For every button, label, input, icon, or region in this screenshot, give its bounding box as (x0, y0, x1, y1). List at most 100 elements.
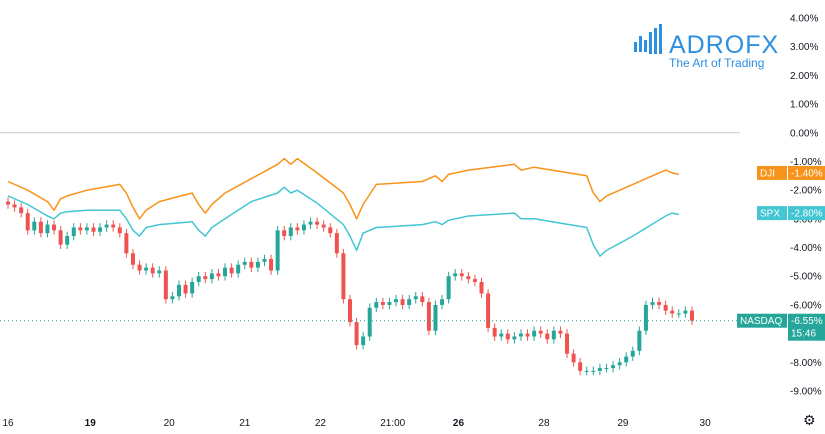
nasdaq-candle (512, 336, 517, 340)
nasdaq-candle (19, 207, 24, 214)
nasdaq-candle (6, 201, 10, 205)
nasdaq-candle (150, 267, 155, 274)
nasdaq-candle (367, 307, 372, 337)
nasdaq-candle (459, 273, 464, 277)
nasdaq-candle (347, 299, 352, 323)
nasdaq-value-tag (788, 313, 825, 341)
nasdaq-candle (551, 330, 556, 340)
x-tick-label: 20 (164, 418, 176, 429)
nasdaq-candle (433, 304, 438, 331)
nasdaq-candle (45, 224, 50, 234)
logo-tagline-text: The Art of Trading (669, 56, 764, 70)
nasdaq-candle (440, 299, 445, 305)
spx-value-tag (788, 206, 825, 221)
nasdaq-candle (196, 276, 201, 282)
x-tick-label: 28 (538, 418, 550, 429)
nasdaq-candle (52, 224, 57, 231)
nasdaq-candle (453, 273, 458, 277)
nasdaq-candle (262, 259, 267, 262)
nasdaq-candle (301, 224, 306, 231)
y-tick-label: -5.00% (790, 272, 822, 283)
nasdaq-candle (624, 356, 629, 363)
nasdaq-candle (209, 273, 214, 280)
nasdaq-candle (637, 330, 642, 351)
y-tick-label: -4.00% (790, 243, 822, 254)
settings-gear-icon[interactable]: ⚙ (803, 413, 816, 429)
nasdaq-candle (505, 333, 510, 340)
nasdaq-candle (104, 224, 109, 228)
spx-value-label: -2.80% (791, 209, 823, 220)
nasdaq-candle (117, 227, 122, 234)
nasdaq-candle (229, 267, 234, 274)
nasdaq-candle (499, 333, 504, 337)
nasdaq-candle (334, 233, 339, 254)
nasdaq-candle (558, 330, 563, 334)
nasdaq-candle (111, 224, 116, 228)
nasdaq-candle (275, 230, 280, 271)
dji-name-tag (757, 165, 787, 180)
y-tick-label: 2.00% (790, 71, 818, 82)
nasdaq-candle (617, 362, 622, 366)
nasdaq-candle (328, 227, 333, 234)
nasdaq-candle (295, 227, 300, 231)
x-tick-label: 26 (453, 418, 465, 429)
nasdaq-countdown-label: 15:46 (791, 329, 816, 340)
nasdaq-candle (571, 353, 576, 363)
nasdaq-candle (479, 281, 484, 294)
nasdaq-candle (597, 368, 602, 371)
nasdaq-candle (71, 227, 76, 237)
nasdaq-candle (288, 227, 293, 237)
nasdaq-candle (137, 264, 142, 271)
nasdaq-candle (98, 227, 103, 232)
nasdaq-candle (407, 299, 412, 305)
nasdaq-candle (255, 261, 260, 268)
logo-brand-text: ADROFX (669, 31, 779, 59)
x-tick-label: 21 (239, 418, 251, 429)
nasdaq-value-label: -6.55% (791, 316, 823, 327)
x-tick-label: 30 (700, 418, 712, 429)
nasdaq-candle (657, 302, 662, 305)
x-axis: 16 19 20 21 22 21:00 26 28 29 30 (2, 418, 711, 429)
logo-bar-4 (654, 28, 657, 54)
logo-bar-2 (644, 40, 647, 52)
nasdaq-candle (689, 310, 694, 321)
nasdaq-candle (374, 302, 379, 308)
nasdaq-candle (683, 310, 688, 314)
nasdaq-candle (420, 296, 425, 303)
nasdaq-candle (670, 310, 675, 314)
nasdaq-candles (6, 197, 694, 376)
logo-bar-0 (634, 42, 637, 52)
nasdaq-candle (65, 236, 70, 245)
nasdaq-candle (387, 302, 392, 305)
nasdaq-candle (249, 261, 254, 268)
nasdaq-candle (236, 264, 241, 274)
nasdaq-candle (380, 302, 385, 305)
nasdaq-candle (604, 368, 609, 370)
nasdaq-candle (321, 224, 326, 228)
price-tags: DJI -1.40% SPX -2.80% NASDAQ -6.55% 15:46 (737, 165, 825, 341)
nasdaq-candle (269, 259, 274, 271)
nasdaq-candle (532, 330, 537, 337)
nasdaq-candle (216, 273, 221, 277)
x-tick-label: 21:00 (380, 418, 405, 429)
spx-name-tag (757, 206, 787, 221)
nasdaq-candle (413, 296, 418, 300)
dji-value-label: -1.40% (791, 168, 823, 179)
nasdaq-candle (242, 261, 247, 265)
y-tick-label: -9.00% (790, 387, 822, 398)
nasdaq-candle (400, 299, 405, 305)
nasdaq-candle (124, 233, 129, 254)
nasdaq-candle (591, 370, 596, 372)
nasdaq-candle (84, 227, 89, 231)
nasdaq-candle (32, 221, 37, 231)
y-tick-label: -6.00% (790, 300, 822, 311)
nasdaq-candle (584, 370, 589, 372)
nasdaq-candle (565, 333, 570, 354)
logo-bar-1 (639, 36, 642, 52)
nasdaq-name-tag (737, 313, 787, 328)
spx-line (7, 186, 679, 257)
logo-bar-5 (659, 24, 662, 54)
nasdaq-candle (578, 362, 583, 371)
